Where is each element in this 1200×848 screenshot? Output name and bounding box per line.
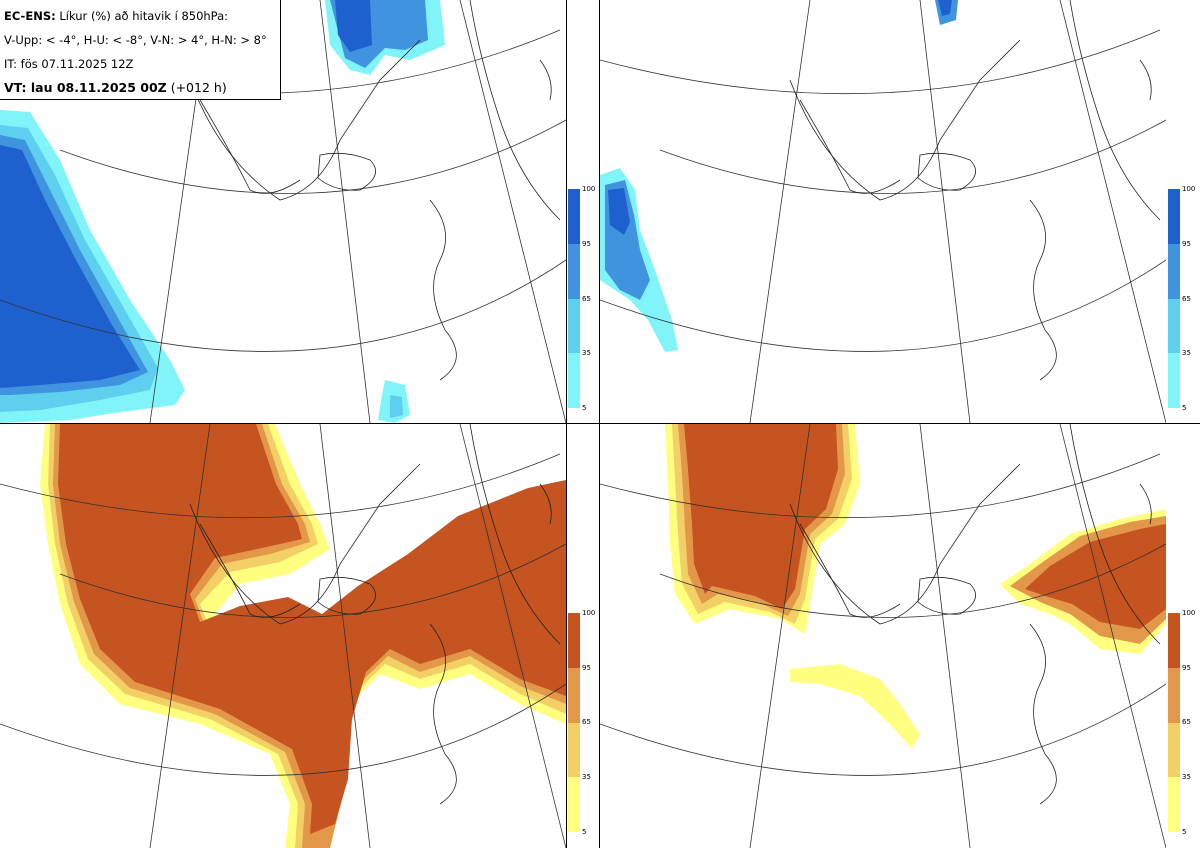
cbar-seg-5 [1168,353,1180,408]
product-name: EC-ENS: [4,9,56,23]
map-v-upp [0,0,566,423]
cbar-seg-65 [1168,244,1180,299]
cbar-seg-5 [1168,777,1180,832]
cbar-tick-5: 5 [582,828,587,836]
cbar-seg-95 [568,189,580,244]
cbar-seg-65 [1168,668,1180,723]
map-h-u [600,0,1166,423]
cbar-seg-35 [568,299,580,353]
cbar-tick-35: 35 [1182,349,1191,357]
cbar-seg-65 [568,668,580,723]
cbar-tick-95: 95 [582,664,591,672]
colorbar-h-u [1168,189,1180,408]
criteria-line: V-Upp: < -4°, H-U: < -8°, V-N: > 4°, H-N… [4,33,267,47]
title-text: Líkur (%) að hitavik í 850hPa: [55,9,229,23]
cbar-tick-65: 65 [582,718,591,726]
cbar-tick-5: 5 [582,404,587,412]
coastline-v-upp [189,0,561,381]
cbar-seg-5 [568,777,580,832]
valid-time: VT: lau 08.11.2025 00Z [4,80,167,95]
cbar-seg-35 [1168,299,1180,353]
cbar-seg-5 [568,353,580,408]
field-h-u [600,0,958,352]
valid-time-line: VT: lau 08.11.2025 00Z (+012 h) [4,76,276,100]
map-v-n [0,424,566,848]
coastline-v-n [189,424,561,805]
horizontal-divider [0,423,1200,424]
cbar-tick-35: 35 [1182,773,1191,781]
cbar-tick-65: 65 [1182,718,1191,726]
cbar-seg-95 [1168,613,1180,668]
graticule-v-n [0,424,566,848]
cbar-seg-35 [1168,723,1180,777]
cbar-seg-95 [1168,189,1180,244]
field-v-n [40,424,566,848]
cbar-tick-65: 65 [582,295,591,303]
coastline-h-u [789,0,1161,381]
map-h-n [600,424,1166,848]
cbar-tick-35: 35 [582,349,591,357]
map-panel-h-u [600,0,1166,423]
graticule-h-u [600,0,1166,423]
lead-time: (+012 h) [166,80,227,95]
cbar-tick-35: 35 [582,773,591,781]
field-v-upp [0,0,445,423]
cbar-tick-95: 95 [1182,240,1191,248]
cbar-seg-95 [568,613,580,668]
title-line: EC-ENS: Líkur (%) að hitavik í 850hPa: [4,4,276,28]
cbar-tick-95: 95 [1182,664,1191,672]
cbar-tick-65: 65 [1182,295,1191,303]
cbar-tick-5: 5 [1182,404,1187,412]
cbar-seg-65 [568,244,580,299]
map-panel-v-n [0,424,566,848]
cbar-tick-95: 95 [582,240,591,248]
init-time: IT: fös 07.11.2025 12Z [4,57,134,71]
colorbar-v-n [568,613,580,832]
info-box: EC-ENS: Líkur (%) að hitavik í 850hPa: V… [0,0,281,100]
cbar-tick-100: 100 [1182,609,1196,617]
graticule-h-n [600,424,1166,848]
cbar-tick-5: 5 [1182,828,1187,836]
cbar-tick-100: 100 [582,609,596,617]
cbar-seg-35 [568,723,580,777]
cbar-tick-100: 100 [582,185,596,193]
colorbar-h-n [1168,613,1180,832]
field-h-n [665,424,1166,749]
coastline-h-n [789,424,1161,805]
map-panel-v-upp [0,0,566,423]
cbar-tick-100: 100 [1182,185,1196,193]
map-panel-h-n [600,424,1166,848]
colorbar-v-upp [568,189,580,408]
